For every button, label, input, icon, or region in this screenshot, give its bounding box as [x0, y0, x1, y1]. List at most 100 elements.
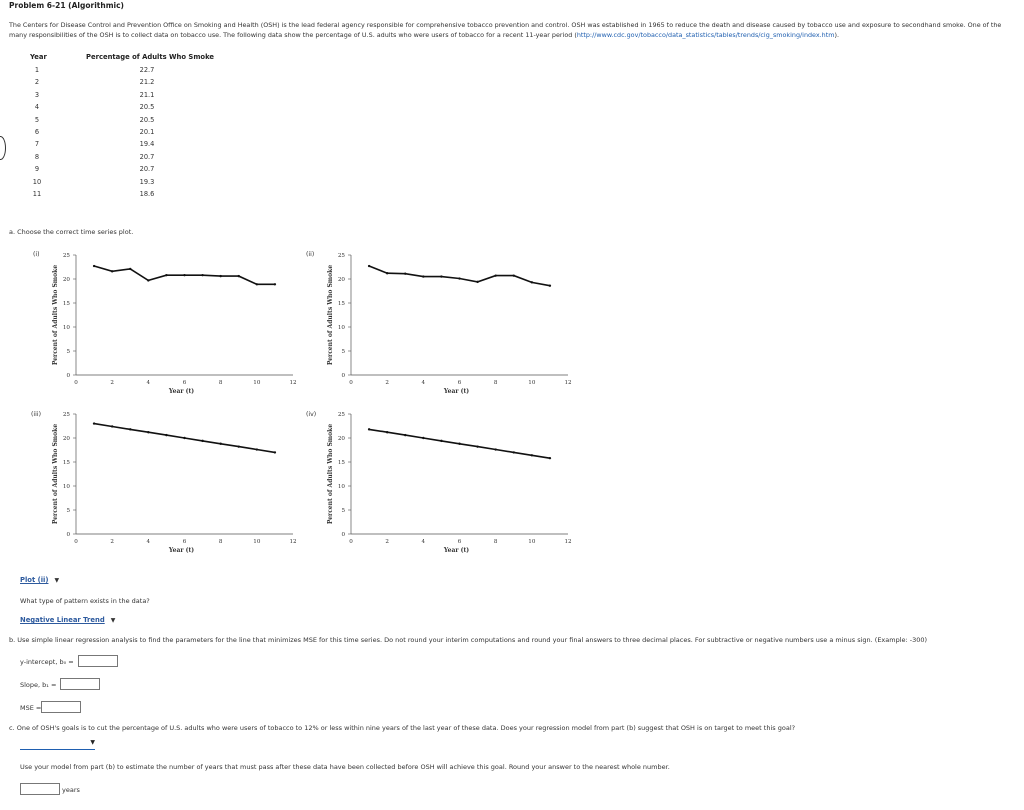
- x-tick-label: 4: [422, 539, 426, 545]
- x-tick-label: 6: [183, 539, 187, 545]
- page-edge-bracket: [0, 136, 6, 160]
- data-point: [422, 436, 425, 440]
- x-tick-label: 8: [494, 539, 498, 545]
- y-tick-label: 0: [66, 532, 70, 538]
- y-tick-label: 25: [338, 253, 346, 259]
- x-tick-label: 12: [564, 539, 572, 545]
- table-cell-year: 1: [34, 66, 40, 74]
- plot-iv-label: (iv): [306, 411, 317, 418]
- data-point: [237, 445, 240, 448]
- table-cell-year: 5: [34, 115, 40, 124]
- estimate-question: Use your model from part (b) to estimate…: [20, 763, 670, 771]
- data-point: [476, 445, 479, 448]
- plot-iii-label: (iii): [31, 411, 41, 418]
- y-tick-label: 20: [63, 436, 71, 442]
- x-tick-label: 10: [253, 539, 261, 545]
- dropdown-arrow-icon: ▼: [110, 617, 116, 624]
- table-header-year: Year: [30, 53, 47, 61]
- mse-label: MSE =: [20, 704, 42, 712]
- table-cell-year: 4: [34, 103, 40, 112]
- x-tick-label: 0: [349, 380, 353, 386]
- pattern-question: What type of pattern exists in the data?: [20, 597, 150, 605]
- x-tick-label: 12: [289, 539, 297, 545]
- table-cell-percentage: 19.4: [139, 140, 155, 149]
- pattern-select-dropdown[interactable]: Negative Linear Trend ▼: [20, 616, 115, 624]
- data-point: [458, 277, 461, 280]
- data-point: [494, 448, 497, 451]
- x-tick-label: 4: [147, 380, 151, 386]
- data-point: [494, 274, 497, 277]
- table-cell-year: 7: [34, 140, 40, 149]
- table-cell-percentage: 20.7: [139, 152, 155, 161]
- x-tick-label: 6: [183, 380, 187, 386]
- x-tick-label: 2: [385, 380, 389, 386]
- plot-select-dropdown[interactable]: Plot (ii) ▼: [20, 576, 59, 584]
- data-point: [219, 442, 222, 445]
- x-tick-label: 8: [219, 380, 223, 386]
- pattern-select-value: Negative Linear Trend: [20, 616, 105, 624]
- plot-i-label: (i): [33, 251, 40, 258]
- table-cell-year: 2: [34, 78, 40, 87]
- mse-input[interactable]: [41, 701, 81, 713]
- intro-link[interactable]: http://www.cdc.gov/tobacco/data_statisti…: [576, 31, 835, 39]
- y-tick-label: 10: [338, 325, 346, 331]
- x-tick-label: 8: [219, 539, 223, 545]
- slope-input[interactable]: [60, 678, 100, 690]
- y-tick-label: 15: [338, 460, 346, 466]
- y-tick-label: 15: [63, 460, 71, 466]
- y-tick-label: 0: [341, 373, 345, 379]
- x-tick-label: 12: [564, 380, 572, 386]
- data-point: [458, 442, 461, 445]
- data-point: [92, 422, 96, 425]
- x-tick-label: 6: [458, 380, 462, 386]
- y-tick-label: 0: [341, 532, 345, 538]
- data-point: [183, 436, 186, 440]
- plot-ii-label: (ii): [306, 251, 315, 258]
- table-cell-percentage: 18.6: [139, 190, 155, 198]
- table-cell-percentage: 19.3: [139, 177, 155, 186]
- table-cell-percentage: 20.5: [139, 115, 155, 124]
- x-axis-label: Year (t): [443, 388, 469, 395]
- y-tick-label: 15: [63, 301, 71, 307]
- intercept-input[interactable]: [78, 655, 118, 667]
- data-point: [255, 448, 259, 451]
- x-axis-label: Year (t): [168, 547, 194, 554]
- y-tick-label: 5: [66, 508, 70, 514]
- dropdown-arrow-icon: ▼: [90, 739, 95, 746]
- table-cell-year: 11: [32, 190, 42, 198]
- data-point: [404, 272, 407, 275]
- y-tick-label: 20: [63, 277, 71, 283]
- table-cell-percentage: 20.5: [139, 103, 155, 112]
- intro-end: ).: [834, 31, 839, 39]
- y-tick-label: 5: [66, 349, 70, 355]
- data-point: [219, 274, 222, 278]
- y-tick-label: 15: [338, 301, 346, 307]
- data-point: [237, 274, 240, 278]
- table-cell-year: 9: [34, 165, 40, 174]
- data-point: [512, 451, 515, 454]
- table-header-percentage: Percentage of Adults Who Smoke: [86, 53, 215, 61]
- y-tick-label: 25: [63, 412, 71, 418]
- y-tick-label: 20: [338, 436, 346, 442]
- data-point: [183, 273, 186, 277]
- years-input[interactable]: [20, 783, 60, 795]
- x-tick-label: 10: [528, 380, 536, 386]
- data-point: [165, 433, 168, 437]
- table-cell-year: 6: [34, 128, 40, 136]
- x-tick-label: 0: [74, 539, 78, 545]
- intro-paragraph: The Centers for Disease Control and Prev…: [9, 20, 1017, 40]
- y-tick-label: 5: [341, 349, 345, 355]
- table-cell-year: 10: [32, 177, 42, 186]
- data-point: [404, 433, 407, 437]
- data-point: [147, 431, 150, 434]
- y-axis-label: Percent of Adults Who Smoke: [327, 424, 334, 524]
- y-axis-label: Percent of Adults Who Smoke: [52, 265, 59, 365]
- data-point: [422, 275, 425, 278]
- plot-select-value: Plot (ii): [20, 576, 49, 584]
- y-axis-label: Percent of Adults Who Smoke: [327, 265, 334, 365]
- data-point: [385, 272, 389, 275]
- x-tick-label: 0: [74, 380, 78, 386]
- goal-select-dropdown[interactable]: ▼: [20, 737, 95, 750]
- table-cell-percentage: 21.2: [139, 78, 155, 87]
- data-point: [367, 428, 371, 431]
